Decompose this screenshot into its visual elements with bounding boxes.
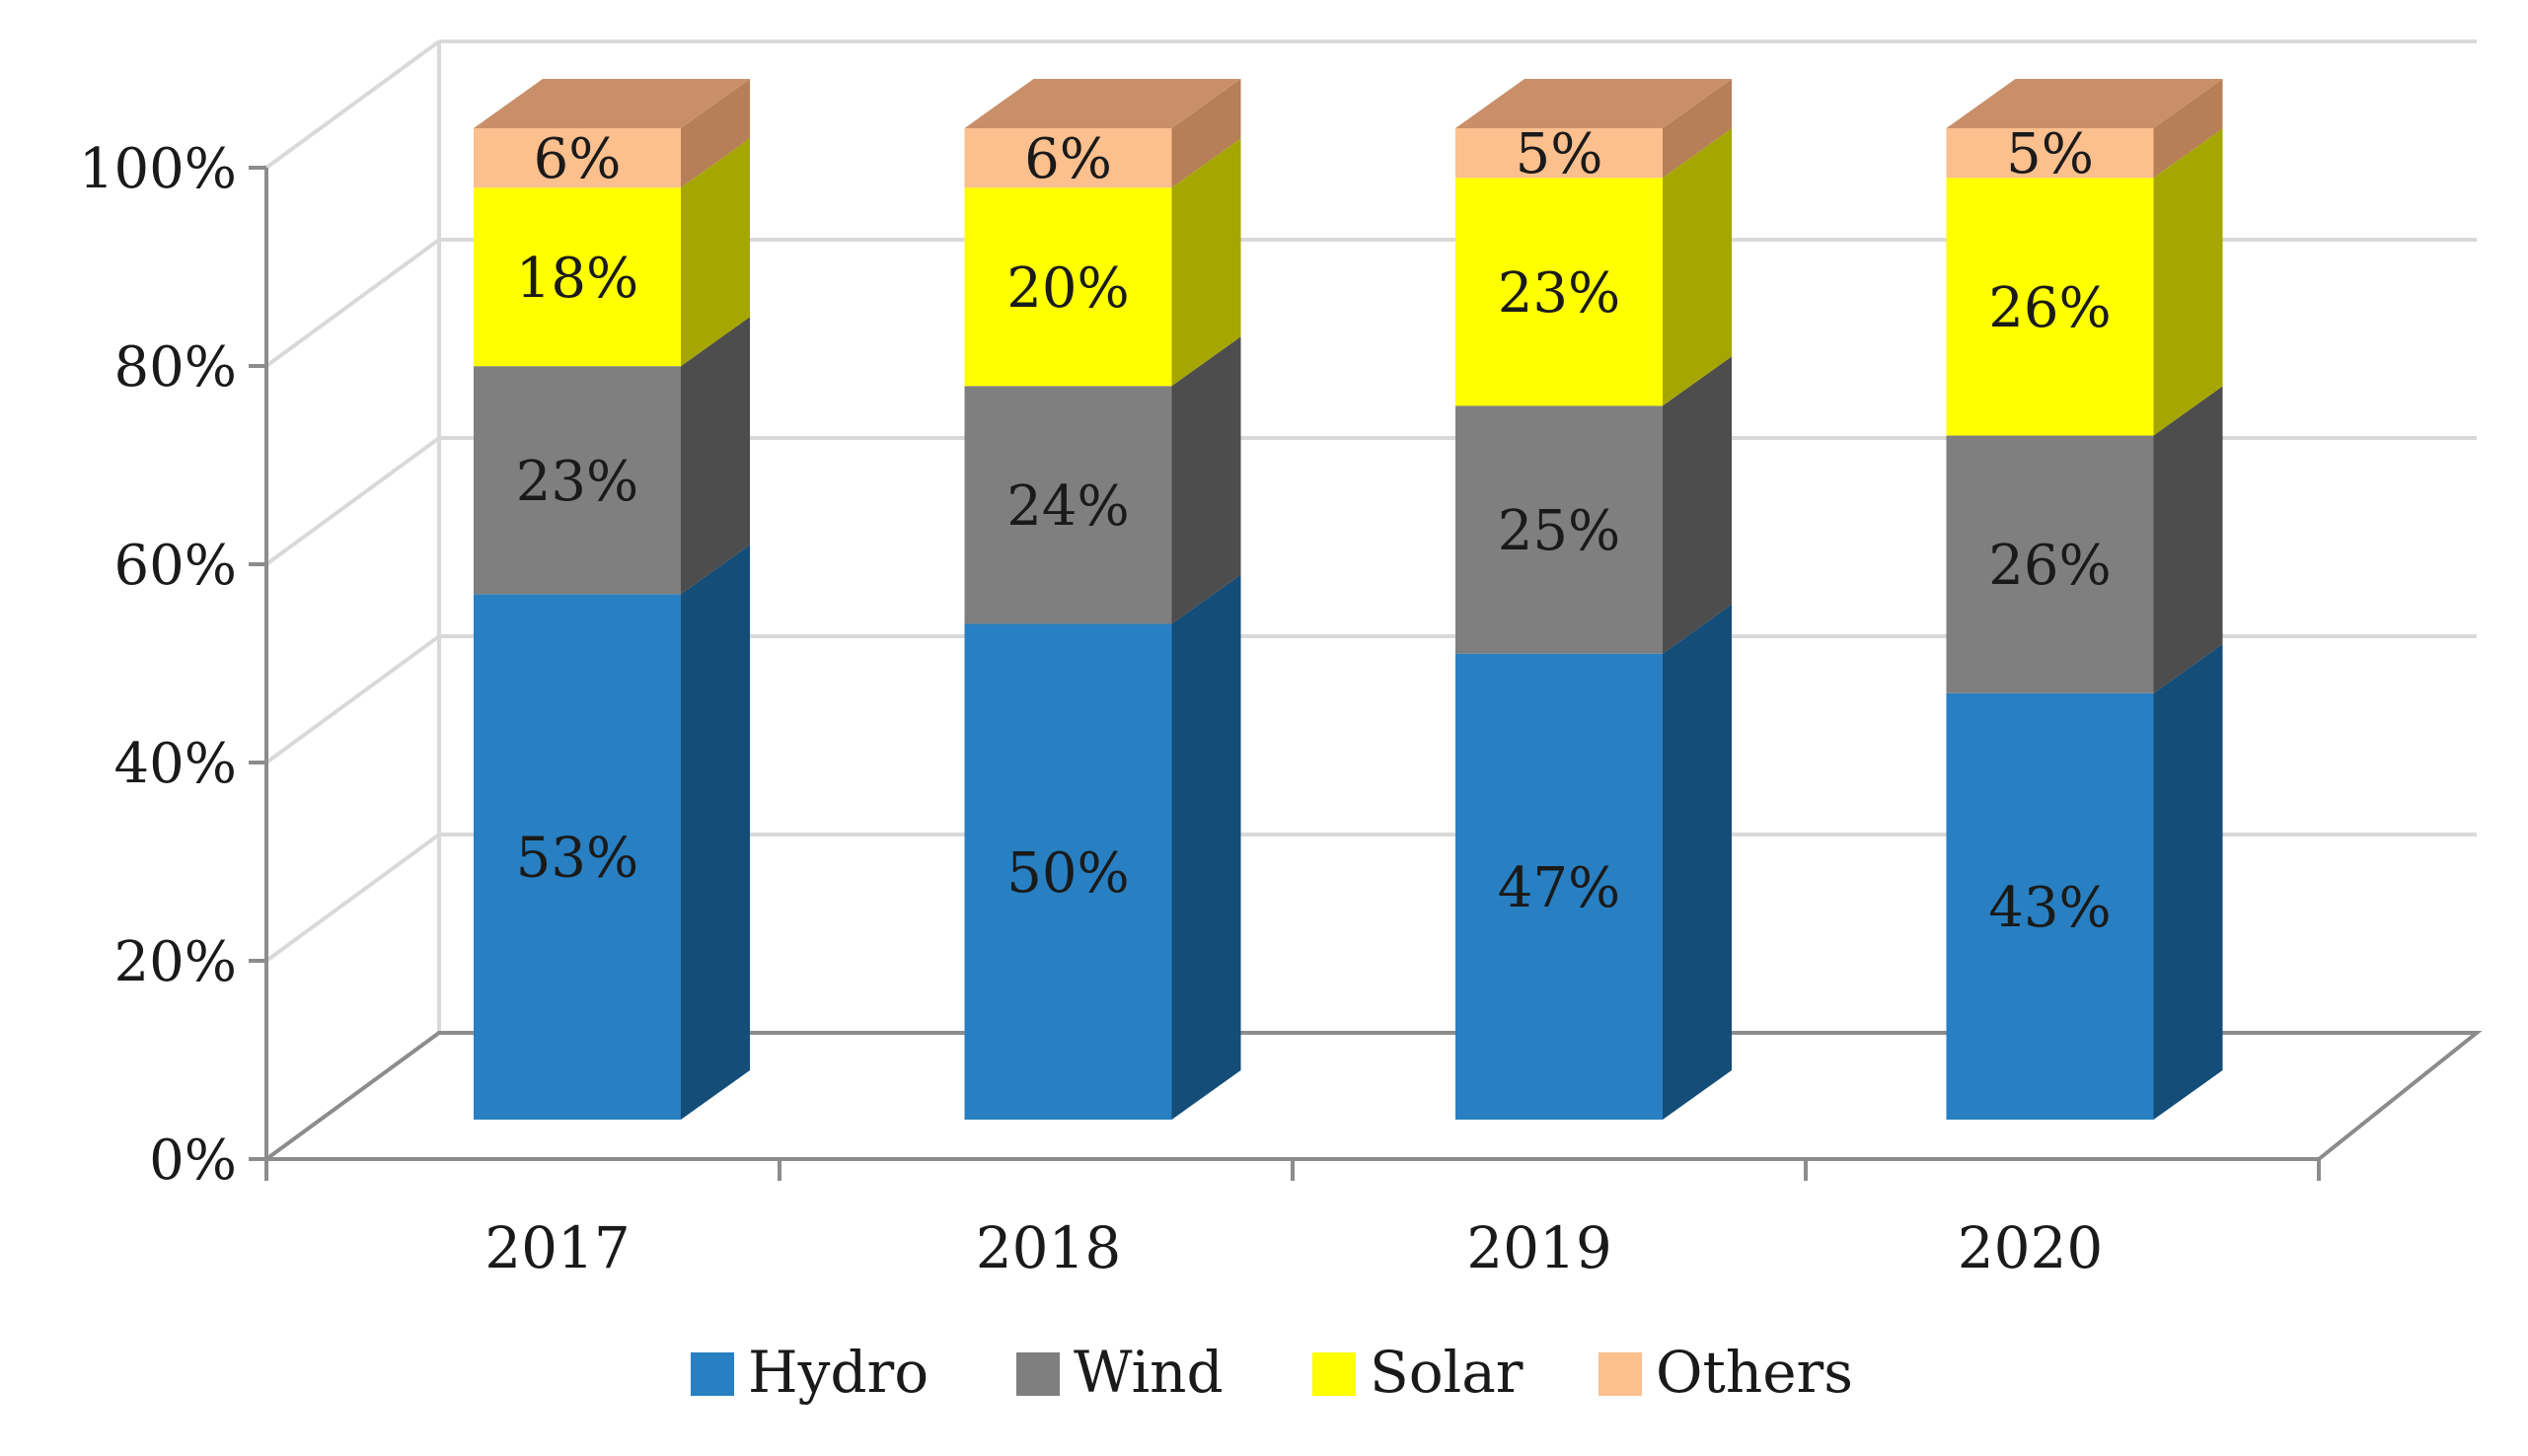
- bar-front-others-2017: [474, 128, 681, 188]
- bar-front-hydro-2018: [964, 623, 1172, 1120]
- legend-swatch-hydro: [691, 1352, 734, 1396]
- bar-side-hydro-2019: [1663, 604, 1732, 1120]
- data-label-hydro-2020: 43%: [1988, 876, 2111, 940]
- bar-front-wind-2020: [1946, 435, 2154, 693]
- bar-side-wind-2017: [681, 317, 750, 595]
- data-label-hydro-2018: 50%: [1006, 841, 1129, 906]
- gridline-wall: [264, 634, 441, 764]
- bar-front-solar-2018: [964, 187, 1172, 387]
- y-tick-label: 20%: [114, 930, 237, 994]
- bar-front-wind-2017: [474, 366, 681, 595]
- axes-layer: [249, 166, 2321, 1181]
- bar-side-others-2018: [1171, 79, 1241, 188]
- legend-swatch-solar: [1312, 1352, 1356, 1396]
- data-label-hydro-2017: 53%: [516, 827, 638, 891]
- bar-side-solar-2017: [681, 138, 750, 367]
- bar-side-wind-2019: [1663, 356, 1732, 654]
- data-label-solar-2018: 20%: [1006, 256, 1129, 321]
- bar-front-wind-2018: [964, 386, 1172, 624]
- bar-front-solar-2020: [1946, 178, 2154, 436]
- bar-side-others-2019: [1663, 79, 1732, 179]
- bar-side-others-2017: [681, 79, 750, 188]
- bar-top-2019: [1455, 79, 1732, 128]
- legend-swatch-others: [1599, 1352, 1642, 1396]
- data-label-wind-2019: 25%: [1498, 499, 1620, 563]
- legend-label-hydro: Hydro: [748, 1339, 929, 1406]
- data-label-others-2020: 5%: [2006, 122, 2094, 186]
- bar-front-wind-2019: [1455, 405, 1663, 654]
- data-label-wind-2018: 24%: [1006, 474, 1129, 539]
- bar-front-hydro-2020: [1946, 692, 2154, 1120]
- gridline-wall: [264, 39, 441, 170]
- bar-front-hydro-2017: [474, 594, 681, 1120]
- x-tick-label-2020: 2020: [1958, 1214, 2104, 1281]
- data-label-others-2018: 6%: [1024, 127, 1112, 191]
- bar-front-others-2020: [1946, 128, 2154, 179]
- data-label-others-2017: 6%: [534, 127, 622, 191]
- bar-front-solar-2019: [1455, 178, 1663, 406]
- data-label-wind-2020: 26%: [1988, 534, 2111, 598]
- data-label-hydro-2019: 47%: [1498, 856, 1620, 920]
- y-tick-label: 60%: [114, 534, 237, 598]
- data-label-solar-2020: 26%: [1988, 276, 2111, 340]
- data-label-others-2019: 5%: [1516, 122, 1603, 186]
- labels-layer: 53% 23% 18% 6% 2017 50% 24% 20% 6% 2018 47% 25% 23% 5…: [79, 122, 2112, 1281]
- bar-side-hydro-2020: [2153, 643, 2223, 1120]
- data-label-wind-2017: 23%: [516, 450, 638, 514]
- legend-label-solar: Solar: [1370, 1339, 1524, 1406]
- y-tick-label: 40%: [114, 732, 237, 796]
- gridline-wall: [264, 436, 441, 566]
- bar-front-others-2018: [964, 128, 1172, 188]
- legend-swatch-wind: [1016, 1352, 1060, 1396]
- x-tick-label-2018: 2018: [976, 1214, 1122, 1281]
- data-label-solar-2019: 23%: [1498, 261, 1620, 326]
- gridline-wall: [264, 833, 441, 963]
- bar-side-wind-2020: [2153, 386, 2223, 693]
- gridline-wall: [264, 238, 441, 368]
- legend-label-wind: Wind: [1074, 1339, 1224, 1406]
- bar-side-solar-2020: [2153, 128, 2223, 436]
- bar-side-wind-2018: [1171, 336, 1241, 624]
- bar-front-hydro-2019: [1455, 653, 1663, 1120]
- x-tick-label-2019: 2019: [1466, 1214, 1612, 1281]
- y-tick-label: 80%: [114, 335, 237, 400]
- bar-side-others-2020: [2153, 79, 2223, 179]
- x-tick-label-2017: 2017: [484, 1214, 631, 1281]
- bar-front-others-2019: [1455, 128, 1663, 179]
- data-label-solar-2017: 18%: [516, 247, 638, 311]
- bars-layer: [474, 79, 2223, 1120]
- bar-side-hydro-2017: [681, 545, 750, 1120]
- bar-top-2018: [964, 79, 1241, 128]
- y-tick-label: 100%: [79, 137, 237, 201]
- bar-side-hydro-2018: [1171, 574, 1241, 1120]
- bar-front-solar-2017: [474, 187, 681, 367]
- legend-layer: Hydro Wind Solar Others: [691, 1339, 1853, 1406]
- bar-side-solar-2018: [1171, 138, 1241, 387]
- bar-top-2020: [1946, 79, 2223, 128]
- legend-label-others: Others: [1656, 1339, 1853, 1406]
- y-tick-label: 0%: [149, 1128, 237, 1193]
- bar-top-2017: [474, 79, 750, 128]
- bar-side-solar-2019: [1663, 128, 1732, 406]
